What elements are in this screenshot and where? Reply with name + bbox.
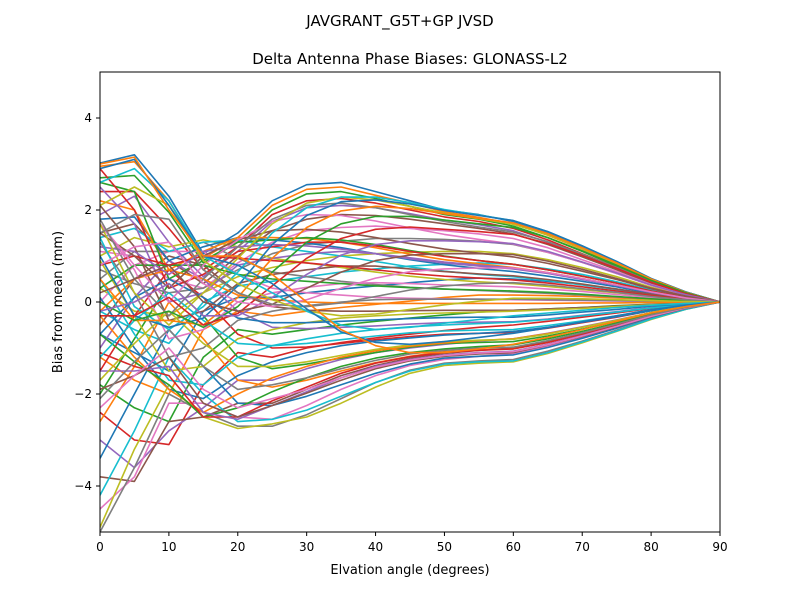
- series-layer: [100, 154, 720, 532]
- series-line-az250: [100, 278, 720, 335]
- x-tick-label: 90: [712, 540, 727, 554]
- series-line-az200: [100, 296, 720, 400]
- series-line-az150: [100, 216, 720, 303]
- x-axis-label: Elvation angle (degrees): [330, 563, 489, 578]
- series-line-az185: [100, 241, 720, 359]
- x-tick-label: 10: [161, 540, 176, 554]
- x-tick-label: 40: [368, 540, 383, 554]
- chart-suptitle: JAVGRANT_G5T+GP JVSD: [305, 12, 493, 31]
- x-tick-label: 30: [299, 540, 314, 554]
- y-tick-label: 2: [84, 203, 92, 217]
- series-line-az355: [100, 156, 720, 354]
- series-line-az230: [100, 301, 720, 409]
- series-line-az320: [100, 240, 720, 317]
- x-tick-label: 50: [437, 540, 452, 554]
- x-tick-label: 60: [506, 540, 521, 554]
- series-line-az330: [100, 241, 720, 308]
- y-tick-label: 4: [84, 111, 92, 125]
- series-line-az175: [100, 204, 720, 322]
- series-line-az100: [100, 301, 720, 459]
- series-line-az285: [100, 202, 720, 317]
- series-line-az325: [100, 252, 720, 313]
- series-line-az165: [100, 168, 720, 303]
- y-axis: −4 −2 0 2 4: [74, 111, 100, 493]
- series-line-az95: [100, 301, 720, 496]
- x-axis: 0 10 20 30 40 50 60 70 80 90: [96, 532, 728, 554]
- y-tick-label: −4: [74, 479, 92, 493]
- x-tick-label: 80: [643, 540, 658, 554]
- chart-title: Delta Antenna Phase Biases: GLONASS-L2: [252, 50, 568, 68]
- series-line-az235: [100, 301, 720, 400]
- series-line-az215: [100, 301, 720, 418]
- y-axis-label: Bias from mean (mm): [51, 231, 66, 373]
- x-tick-label: 20: [230, 540, 245, 554]
- series-line-az310: [100, 215, 720, 329]
- series-line-az300: [100, 199, 720, 329]
- series-line-az315: [100, 226, 720, 326]
- series-line-az340: [100, 186, 720, 317]
- series-line-az180: [100, 223, 720, 340]
- series-line-az335: [100, 213, 720, 308]
- x-tick-label: 70: [575, 540, 590, 554]
- y-tick-label: −2: [74, 387, 92, 401]
- x-tick-label: 0: [96, 540, 104, 554]
- y-tick-label: 0: [84, 295, 92, 309]
